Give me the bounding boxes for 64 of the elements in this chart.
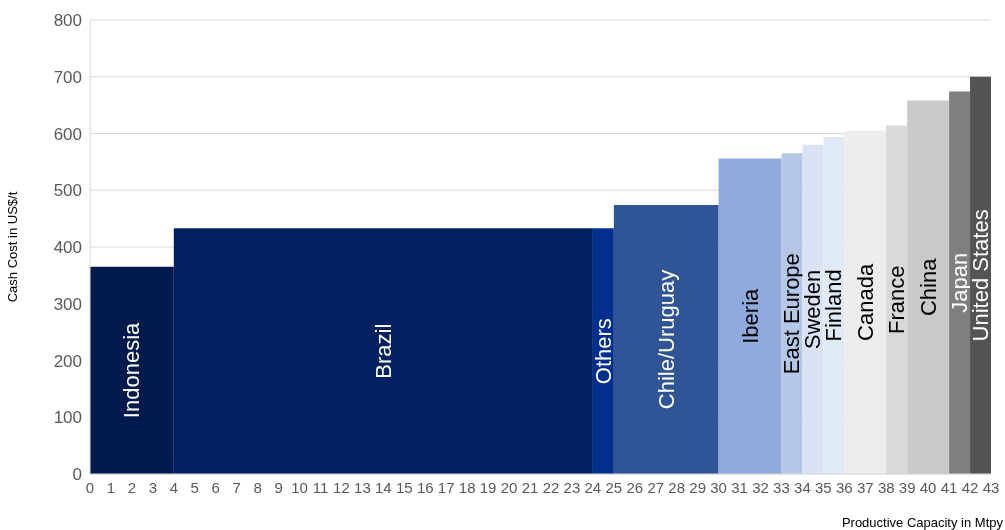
x-tick-label: 43 bbox=[982, 478, 1000, 496]
x-tick-label: 30 bbox=[710, 478, 727, 496]
x-tick-label: 38 bbox=[877, 478, 895, 496]
x-tick-label: 31 bbox=[731, 478, 748, 496]
x-tick-label: 35 bbox=[815, 478, 832, 496]
category-label: Finland bbox=[821, 269, 847, 342]
y-tick-label: 800 bbox=[53, 11, 82, 31]
x-tick-label: 12 bbox=[333, 478, 350, 496]
x-tick-label: 10 bbox=[291, 478, 308, 496]
category-label: East Europe bbox=[779, 253, 805, 375]
category-label: China bbox=[915, 258, 941, 317]
x-tick-label: 18 bbox=[458, 478, 476, 496]
x-tick-label: 41 bbox=[940, 478, 958, 496]
x-tick-label: 11 bbox=[312, 478, 329, 496]
x-tick-label: 40 bbox=[919, 478, 937, 496]
x-tick-label: 3 bbox=[148, 478, 158, 496]
x-tick-label: 34 bbox=[794, 478, 811, 496]
x-tick-label: 29 bbox=[689, 478, 706, 496]
y-tick-label: 100 bbox=[53, 408, 82, 428]
x-axis-title: Productive Capacity in Mtpy bbox=[841, 515, 1003, 530]
x-tick-label: 15 bbox=[395, 478, 413, 496]
y-tick-label: 600 bbox=[53, 124, 82, 144]
x-tick-label: 2 bbox=[127, 478, 137, 496]
x-tick-label: 23 bbox=[563, 478, 581, 496]
x-tick-label: 24 bbox=[584, 478, 602, 496]
category-label: Indonesia bbox=[119, 322, 145, 419]
x-tick-label: 13 bbox=[354, 478, 371, 496]
x-tick-label: 16 bbox=[416, 478, 434, 496]
x-tick-label: 32 bbox=[752, 478, 769, 496]
category-label: Canada bbox=[852, 263, 878, 341]
category-label: Brazil bbox=[370, 323, 396, 379]
y-tick-label: 200 bbox=[53, 351, 82, 371]
x-tick-label: 9 bbox=[274, 478, 283, 496]
category-label: Japan bbox=[947, 252, 973, 313]
x-tick-label: 1 bbox=[106, 478, 116, 496]
x-tick-label: 19 bbox=[479, 478, 497, 496]
x-tick-label: 0 bbox=[85, 478, 95, 496]
x-tick-label: 42 bbox=[961, 478, 979, 496]
x-tick-label: 27 bbox=[647, 478, 665, 496]
y-tick-label: 500 bbox=[53, 181, 82, 201]
x-tick-label: 21 bbox=[521, 478, 539, 496]
x-tick-label: 6 bbox=[211, 478, 220, 496]
x-tick-label: 17 bbox=[437, 478, 455, 496]
x-tick-label: 26 bbox=[626, 478, 644, 496]
y-tick-label: 300 bbox=[53, 294, 82, 314]
x-tick-label: 25 bbox=[605, 478, 623, 496]
x-tick-label: 8 bbox=[253, 478, 262, 496]
x-tick-label: 39 bbox=[898, 478, 916, 496]
x-tick-label: 7 bbox=[232, 478, 241, 496]
x-tick-label: 14 bbox=[375, 478, 392, 496]
category-label: Chile/Uruguay bbox=[653, 269, 679, 410]
y-tick-label: 400 bbox=[53, 238, 82, 258]
category-label: Others bbox=[590, 318, 616, 385]
x-tick-label: 5 bbox=[190, 478, 199, 496]
y-tick-label: 700 bbox=[53, 67, 82, 87]
x-tick-label: 28 bbox=[668, 478, 686, 496]
category-label: France bbox=[884, 265, 910, 335]
x-tick-label: 20 bbox=[500, 478, 518, 496]
x-tick-label: 22 bbox=[542, 478, 560, 496]
x-tick-label: 36 bbox=[835, 478, 853, 496]
x-tick-label: 33 bbox=[773, 478, 790, 496]
x-tick-label: 4 bbox=[169, 478, 178, 496]
x-tick-label: 37 bbox=[856, 478, 874, 496]
category-label: Iberia bbox=[737, 288, 763, 344]
